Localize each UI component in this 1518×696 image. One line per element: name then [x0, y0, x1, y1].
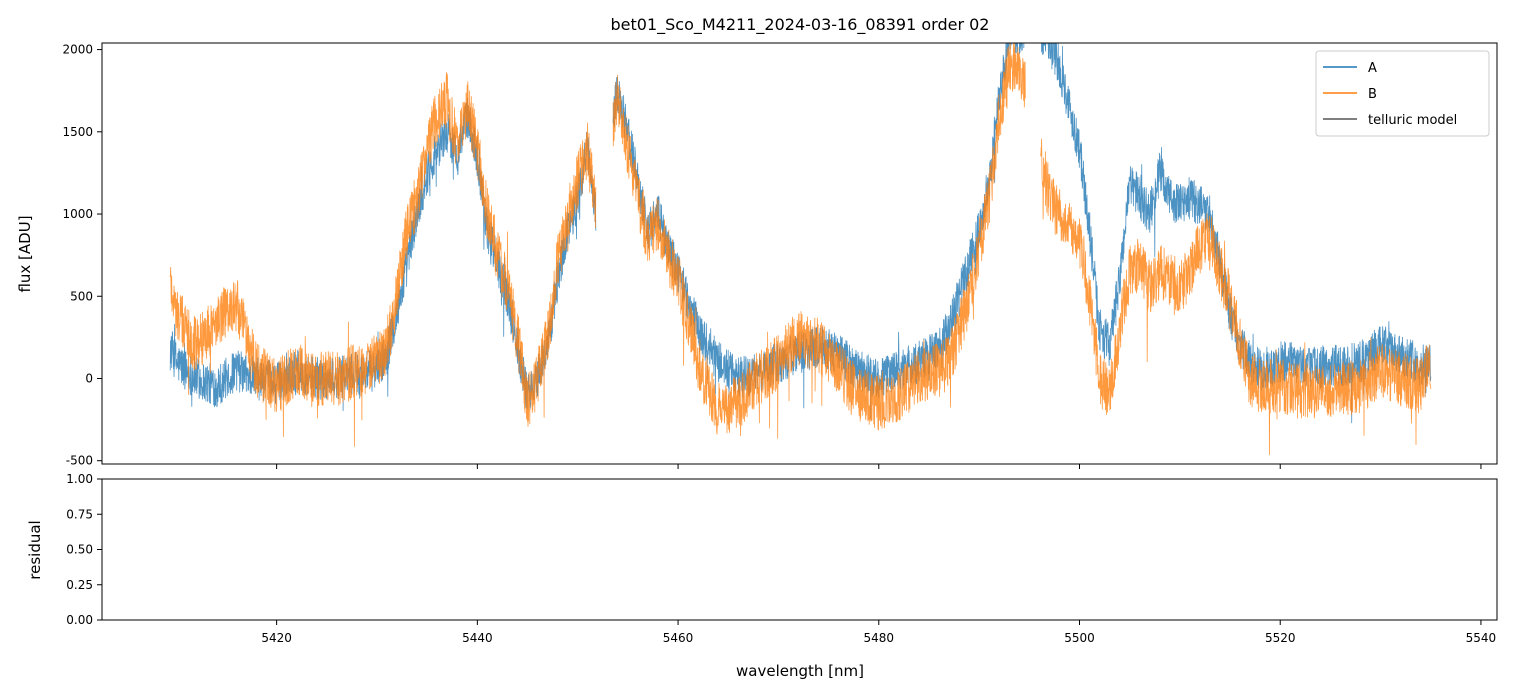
legend-label-a: A — [1368, 61, 1377, 76]
residual-y-tick-label: 0.50 — [66, 543, 93, 557]
flux-x-ticks — [276, 464, 1482, 469]
residual-x-tick-label: 5440 — [462, 631, 493, 645]
residual-x-tick-label: 5520 — [1265, 631, 1296, 645]
legend-label-telluric: telluric model — [1368, 113, 1457, 128]
series-line-b — [169, 43, 1432, 456]
residual-x-tick-label: 5460 — [663, 631, 694, 645]
flux-y-label: flux [ADU] — [16, 215, 34, 292]
residual-y-tick-label: 1.00 — [66, 472, 93, 486]
residual-x-tick-label: 5540 — [1466, 631, 1497, 645]
residual-x-tick-label: 5420 — [261, 631, 292, 645]
flux-y-tick-label: -500 — [66, 454, 93, 468]
flux-y-ticks: -500 0 500 1000 1500 2000 — [62, 43, 102, 468]
residual-axes-frame — [101, 478, 1498, 621]
residual-y-tick-label: 0.25 — [66, 578, 93, 592]
residual-y-ticks: 0.00 0.25 0.50 0.75 1.00 — [66, 472, 102, 627]
flux-panel: -500 0 500 1000 1500 2000 flux [ADU] A B tell… — [16, 42, 1498, 469]
flux-y-tick-label: 0 — [85, 371, 93, 385]
residual-x-tick-label: 5500 — [1064, 631, 1095, 645]
flux-y-tick-label: 1000 — [62, 207, 93, 221]
residual-x-ticks: 5420 5440 5460 5480 5500 5520 5540 — [261, 620, 1496, 645]
legend-label-b: B — [1368, 87, 1377, 102]
residual-y-tick-label: 0.75 — [66, 507, 93, 521]
flux-y-tick-label: 2000 — [62, 43, 93, 57]
flux-series-group — [169, 43, 1432, 456]
flux-y-tick-label: 500 — [70, 289, 93, 303]
residual-x-tick-label: 5480 — [864, 631, 895, 645]
x-axis-label: wavelength [nm] — [736, 662, 864, 680]
chart-title: bet01_Sco_M4211_2024-03-16_08391 order 0… — [611, 15, 990, 35]
residual-panel: 0.00 0.25 0.50 0.75 1.00 5420 5440 5460 5480 550… — [26, 472, 1498, 680]
residual-y-label: residual — [26, 520, 44, 579]
legend: A B telluric model — [1315, 50, 1490, 137]
flux-axes-frame — [101, 42, 1498, 465]
flux-y-tick-label: 1500 — [62, 125, 93, 139]
residual-y-tick-label: 0.00 — [66, 613, 93, 627]
legend-box — [1315, 50, 1490, 137]
